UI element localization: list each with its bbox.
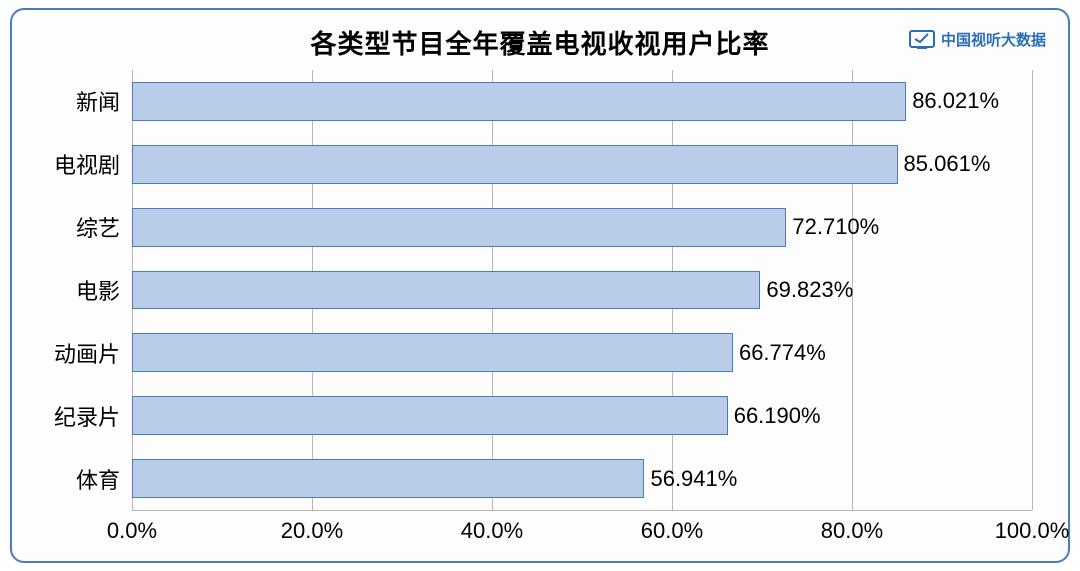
x-tick-label: 100.0% bbox=[995, 518, 1070, 544]
bar bbox=[132, 145, 898, 184]
bar bbox=[132, 208, 786, 247]
x-tick-label: 0.0% bbox=[107, 518, 157, 544]
bar-row: 体育56.941% bbox=[132, 459, 1032, 498]
value-label: 69.823% bbox=[766, 277, 853, 303]
bar-row: 电视剧85.061% bbox=[132, 145, 1032, 184]
bar-row: 电影69.823% bbox=[132, 271, 1032, 310]
bar bbox=[132, 459, 644, 498]
brand-label: 中国视听大数据 bbox=[941, 29, 1046, 50]
bar-row: 新闻86.021% bbox=[132, 82, 1032, 121]
category-label: 动画片 bbox=[54, 337, 120, 369]
value-label: 66.190% bbox=[734, 403, 821, 429]
bar bbox=[132, 333, 733, 372]
x-tick-label: 60.0% bbox=[641, 518, 703, 544]
x-tick-label: 40.0% bbox=[461, 518, 523, 544]
bar bbox=[132, 396, 728, 435]
brand-icon bbox=[909, 28, 935, 50]
category-label: 综艺 bbox=[76, 211, 120, 243]
chart-container: 各类型节目全年覆盖电视收视用户比率 中国视听大数据 新闻86.021%电视剧85… bbox=[10, 8, 1070, 563]
bar bbox=[132, 82, 906, 121]
bar-row: 综艺72.710% bbox=[132, 208, 1032, 247]
x-tick-label: 80.0% bbox=[821, 518, 883, 544]
plot-area: 新闻86.021% 电视剧85.061% 综艺72.710% 电影69.823% 动画片… bbox=[132, 70, 1032, 510]
value-label: 66.774% bbox=[739, 340, 826, 366]
brand-badge: 中国视听大数据 bbox=[909, 28, 1046, 50]
category-label: 电视剧 bbox=[54, 148, 120, 180]
category-label: 体育 bbox=[76, 463, 120, 495]
value-label: 86.021% bbox=[912, 88, 999, 114]
value-label: 56.941% bbox=[650, 466, 737, 492]
bar-row: 动画片66.774% bbox=[132, 333, 1032, 372]
bar bbox=[132, 271, 760, 310]
x-baseline bbox=[132, 510, 1032, 511]
x-tick-label: 20.0% bbox=[281, 518, 343, 544]
category-label: 新闻 bbox=[76, 85, 120, 117]
category-label: 纪录片 bbox=[54, 400, 120, 432]
bar-row: 纪录片66.190% bbox=[132, 396, 1032, 435]
value-label: 72.710% bbox=[792, 214, 879, 240]
value-label: 85.061% bbox=[904, 151, 991, 177]
category-label: 电影 bbox=[76, 274, 120, 306]
gridline bbox=[1032, 70, 1033, 510]
